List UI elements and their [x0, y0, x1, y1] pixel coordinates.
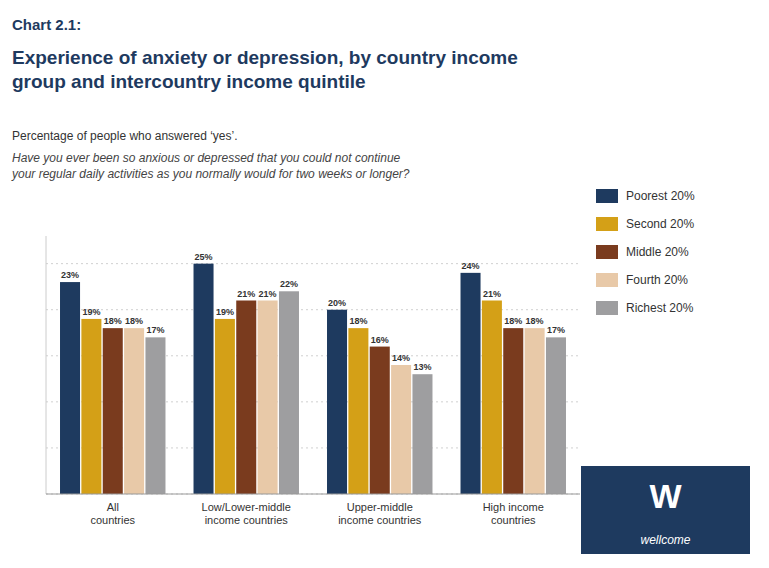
- text-line: countries: [90, 514, 135, 526]
- legend-swatch: [596, 189, 618, 203]
- data-label: 18%: [125, 316, 143, 326]
- legend-swatch: [596, 301, 618, 315]
- data-label: 16%: [371, 335, 389, 345]
- text-line: Percentage of people who answered ‘yes’.: [12, 129, 237, 143]
- bar: [258, 301, 278, 495]
- text-line: countries: [491, 514, 536, 526]
- x-tick-label: Allcountries: [90, 501, 135, 526]
- bar: [236, 301, 256, 495]
- data-labels: 23%25%20%24%19%19%18%21%18%21%16%18%18%2…: [61, 252, 565, 373]
- data-label: 19%: [82, 307, 100, 317]
- chart: Chart 2.1: Experience of anxiety or depre…: [0, 0, 769, 568]
- data-label: 18%: [504, 316, 522, 326]
- bar: [60, 282, 80, 494]
- data-label: 23%: [61, 270, 79, 280]
- bar: [279, 291, 299, 494]
- bar: [194, 264, 214, 494]
- logo-mark: W: [649, 477, 682, 515]
- text-line: Low/Lower-middle: [202, 501, 291, 513]
- data-label: 17%: [146, 325, 164, 335]
- y-axis-line: [46, 236, 47, 494]
- text-line: Experience of anxiety or depression, by …: [12, 47, 518, 68]
- bar: [103, 328, 123, 494]
- chart-label: Chart 2.1:: [12, 16, 81, 33]
- data-label: 21%: [237, 289, 255, 299]
- grid-line: [46, 263, 580, 264]
- data-label: 21%: [483, 289, 501, 299]
- legend-swatch: [596, 217, 618, 231]
- data-label: 13%: [413, 362, 431, 372]
- text-line: All: [107, 501, 119, 513]
- bar: [215, 319, 235, 494]
- bar: [391, 365, 411, 494]
- legend: Poorest 20% Second 20% Middle 20% Fourth 20…: [596, 189, 695, 315]
- data-label: 18%: [349, 316, 367, 326]
- grid-line: [46, 494, 580, 495]
- bar: [145, 337, 165, 494]
- bar: [370, 347, 390, 494]
- data-label: 14%: [392, 353, 410, 363]
- x-tick-label: High incomecountries: [483, 501, 544, 526]
- bar: [327, 310, 347, 494]
- bar: [124, 328, 144, 494]
- x-tick-label: Low/Lower-middleincome countries: [202, 501, 291, 526]
- text-line: Upper-middle: [347, 501, 413, 513]
- x-axis-line: [46, 494, 580, 495]
- legend-label: Middle 20%: [626, 245, 689, 259]
- data-label: 18%: [526, 316, 544, 326]
- data-label: 24%: [462, 261, 480, 271]
- text-line: Chart 2.1:: [12, 16, 81, 33]
- legend-swatch: [596, 273, 618, 287]
- bar: [412, 374, 432, 494]
- data-label: 18%: [104, 316, 122, 326]
- bar: [81, 319, 101, 494]
- question: Have you ever been so anxious or depress…: [11, 151, 410, 181]
- legend-label: Richest 20%: [626, 301, 694, 315]
- bar: [546, 337, 566, 494]
- data-label: 25%: [195, 252, 213, 262]
- bar: [461, 273, 481, 494]
- text-line: High income: [483, 501, 544, 513]
- data-label: 20%: [328, 298, 346, 308]
- legend-label: Fourth 20%: [626, 273, 688, 287]
- data-label: 21%: [259, 289, 277, 299]
- bar: [348, 328, 368, 494]
- legend-swatch: [596, 245, 618, 259]
- bar: [503, 328, 523, 494]
- bars: [60, 264, 566, 494]
- logo-box: [581, 466, 750, 554]
- text-line: Have you ever been so anxious or depress…: [12, 151, 401, 165]
- logo-text: wellcome: [640, 533, 690, 547]
- subtitle: Percentage of people who answered ‘yes’.: [12, 129, 237, 143]
- text-line: income countries: [338, 514, 422, 526]
- text-line: income countries: [205, 514, 289, 526]
- text-line: your regular daily activities as you nor…: [11, 167, 410, 181]
- bar: [482, 301, 502, 495]
- text-line: group and intercountry income quintile: [12, 71, 366, 92]
- legend-label: Poorest 20%: [626, 189, 695, 203]
- bar: [525, 328, 545, 494]
- data-label: 19%: [216, 307, 234, 317]
- x-tick-label: Upper-middleincome countries: [338, 501, 422, 526]
- legend-label: Second 20%: [626, 217, 694, 231]
- data-label: 17%: [547, 325, 565, 335]
- data-label: 22%: [280, 279, 298, 289]
- title: Experience of anxiety or depression, by …: [12, 47, 518, 92]
- grid: [46, 264, 580, 494]
- logo: Wwellcome: [581, 466, 750, 554]
